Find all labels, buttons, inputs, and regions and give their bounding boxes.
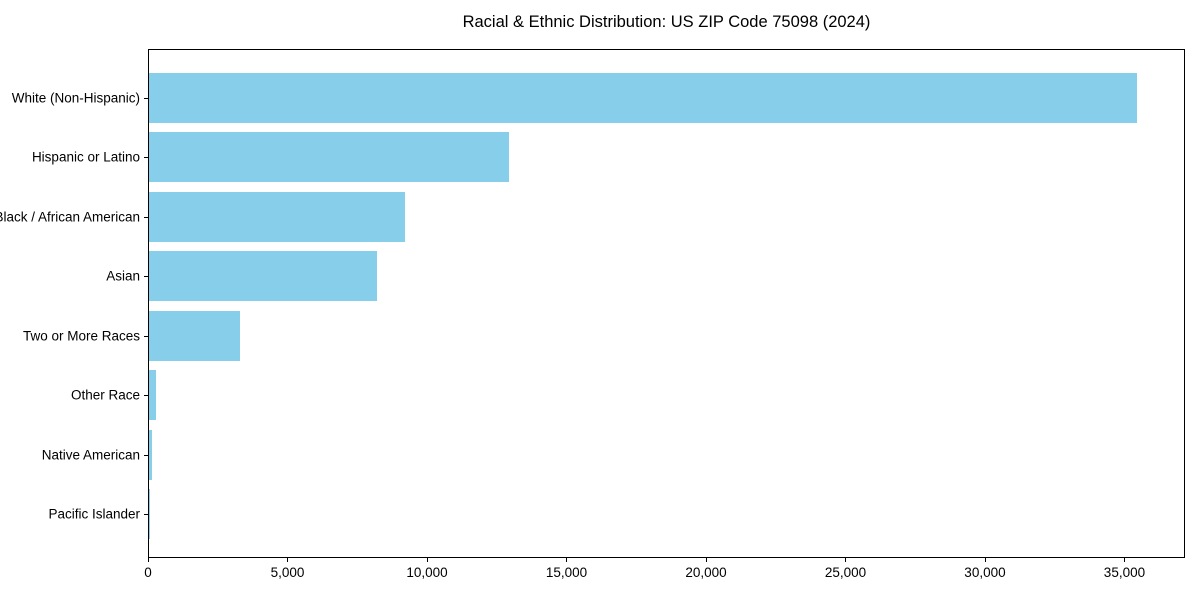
xtick-label: 30,000 <box>964 565 1006 580</box>
bar-two-or-more-races <box>149 310 240 361</box>
xtick-label: 20,000 <box>685 565 727 580</box>
ytick-mark <box>144 157 148 158</box>
bar-hispanic-or-latino <box>149 132 509 182</box>
ytick-label: Two or More Races <box>22 328 140 343</box>
ytick-mark <box>144 335 148 337</box>
xtick-label: 0 <box>144 565 152 580</box>
bar-native-american <box>149 429 153 480</box>
ytick-mark <box>144 276 148 277</box>
xtick-mark <box>566 558 568 562</box>
ytick-mark <box>144 454 148 456</box>
xtick-mark <box>705 558 707 562</box>
xtick-label: 25,000 <box>824 565 867 580</box>
ytick-label: Hispanic or Latino <box>31 149 140 165</box>
xtick-mark <box>287 558 289 562</box>
xtick-label: 10,000 <box>406 565 448 580</box>
xtick-label: 15,000 <box>545 565 588 580</box>
xtick-mark <box>426 558 428 562</box>
ytick-label: White (Non-Hispanic) <box>11 90 140 105</box>
ytick-label: Asian <box>106 268 140 284</box>
bar-other-race <box>149 370 156 420</box>
bar-asian <box>149 251 377 301</box>
xtick-mark <box>148 558 149 562</box>
xtick-label: 5,000 <box>270 565 305 580</box>
bar-pacific-islander <box>149 489 150 539</box>
chart-title: Racial & Ethnic Distribution: US ZIP Cod… <box>462 13 871 31</box>
xtick-mark <box>1124 558 1126 562</box>
ytick-mark <box>144 97 148 99</box>
bar-black-african-american <box>149 191 405 242</box>
ytick-label: Other Race <box>70 387 140 403</box>
xtick-label: 35,000 <box>1103 565 1146 580</box>
xtick-mark <box>984 558 986 562</box>
ytick-label: Pacific Islander <box>48 506 140 522</box>
ytick-mark <box>144 514 148 515</box>
ytick-mark <box>144 216 148 218</box>
ytick-label: Black / African American <box>0 209 140 224</box>
xtick-mark <box>845 558 847 562</box>
plot-area <box>148 49 1185 558</box>
ytick-label: Native American <box>41 447 140 462</box>
ytick-mark <box>144 395 148 396</box>
bar-white-non-hispanic <box>149 72 1137 123</box>
